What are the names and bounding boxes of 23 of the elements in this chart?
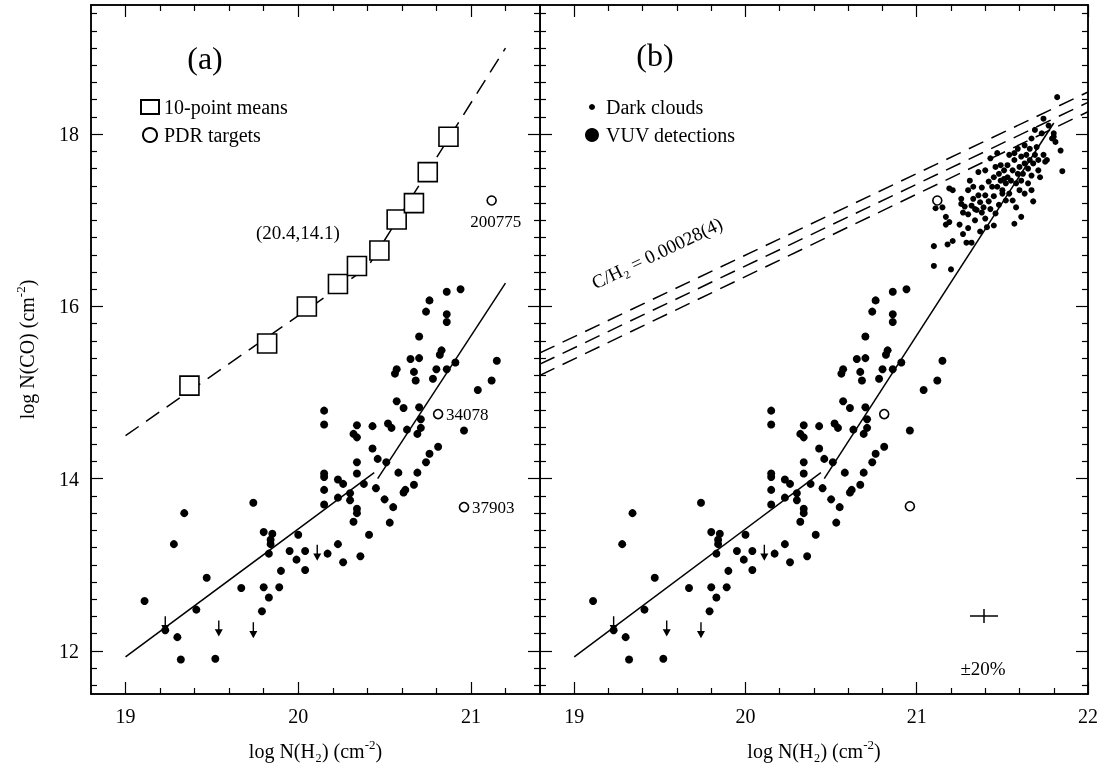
x-tick-label: 19 bbox=[115, 705, 136, 727]
x-tick-label: 20 bbox=[288, 705, 309, 727]
annotation: (20.4,14.1) bbox=[256, 221, 340, 244]
x-tick-label: 21 bbox=[460, 705, 481, 727]
y-tick-label: 18 bbox=[59, 123, 79, 146]
annotation: (b) bbox=[636, 37, 674, 73]
y-tick-label: 14 bbox=[59, 467, 79, 490]
annotation: 200775 bbox=[470, 212, 522, 231]
annotation: 34078 bbox=[446, 404, 489, 424]
y-tick-label: 16 bbox=[59, 295, 79, 318]
x-tick-label: 20 bbox=[735, 705, 756, 727]
legend-label: 10-point means bbox=[164, 96, 289, 119]
x-tick-label: 21 bbox=[906, 705, 927, 727]
annotation: 37903 bbox=[472, 497, 515, 517]
annotation: ±20% bbox=[960, 657, 1006, 679]
y-axis-title: log N(CO) (cm-2) bbox=[13, 279, 39, 420]
annotation: (a) bbox=[187, 40, 223, 76]
y-tick-label: 12 bbox=[59, 639, 79, 662]
legend-label: VUV detections bbox=[606, 124, 736, 146]
x-tick-label: 22 bbox=[1078, 705, 1098, 727]
legend-label: Dark clouds bbox=[606, 96, 704, 118]
legend-label: PDR targets bbox=[164, 124, 262, 147]
x-tick-label: 19 bbox=[564, 705, 585, 727]
